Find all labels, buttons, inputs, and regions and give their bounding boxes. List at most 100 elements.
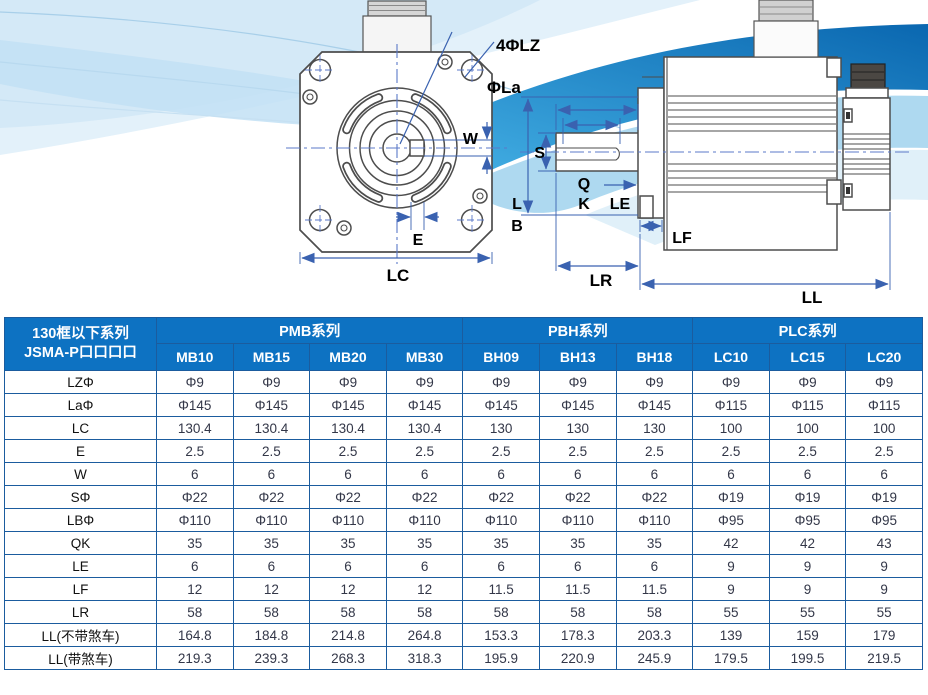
- model-column-header: LC15: [768, 343, 847, 371]
- value-cell: 130.4: [385, 416, 464, 440]
- value-cell: 55: [692, 600, 770, 624]
- value-cell: 2.5: [768, 439, 847, 463]
- value-cell: 268.3: [309, 646, 387, 670]
- value-cell: 164.8: [156, 623, 234, 647]
- value-cell: 184.8: [232, 623, 311, 647]
- value-cell: Φ22: [462, 485, 540, 509]
- value-cell: 35: [615, 531, 694, 555]
- value-cell: 58: [462, 600, 540, 624]
- value-cell: Φ9: [692, 370, 770, 394]
- row-label: QK: [4, 531, 157, 555]
- row-label: LL(带煞车): [4, 646, 157, 670]
- value-cell: 35: [309, 531, 387, 555]
- motor-dimension-drawing: 4ΦLZ ΦLa W E LC: [0, 0, 928, 307]
- value-cell: Φ22: [309, 485, 387, 509]
- value-cell: Φ22: [538, 485, 617, 509]
- value-cell: Φ110: [385, 508, 464, 532]
- value-cell: Φ9: [538, 370, 617, 394]
- dim-label-4philz: 4ΦLZ: [496, 36, 540, 55]
- front-connector-cap: [367, 0, 427, 17]
- value-cell: 2.5: [615, 439, 694, 463]
- value-cell: 35: [232, 531, 311, 555]
- model-column-header: BH09: [462, 343, 540, 371]
- value-cell: Φ22: [615, 485, 694, 509]
- value-cell: 6: [538, 462, 617, 486]
- row-label: LE: [4, 554, 157, 578]
- series-group-plc: PLC系列: [692, 317, 923, 344]
- value-cell: 6: [385, 462, 464, 486]
- row-label: LaΦ: [4, 393, 157, 417]
- value-cell: 178.3: [538, 623, 617, 647]
- value-cell: 264.8: [385, 623, 464, 647]
- motor-body: [663, 56, 838, 251]
- keyway-side: [556, 147, 620, 161]
- row-label: LR: [4, 600, 157, 624]
- encoder-connector: [850, 63, 886, 91]
- dim-label-lc: LC: [387, 266, 410, 285]
- value-cell: 6: [538, 554, 617, 578]
- row-label: LZΦ: [4, 370, 157, 394]
- technical-drawing: 4ΦLZ ΦLa W E LC: [0, 0, 928, 317]
- value-cell: 6: [615, 554, 694, 578]
- value-cell: 195.9: [462, 646, 540, 670]
- value-cell: 9: [845, 577, 923, 601]
- table-row: LZΦ Φ9 Φ9 Φ9 Φ9 Φ9 Φ9 Φ9 Φ9 Φ9 Φ9: [4, 370, 923, 394]
- value-cell: 58: [615, 600, 694, 624]
- value-cell: 11.5: [462, 577, 540, 601]
- value-cell: Φ19: [768, 485, 847, 509]
- dimension-table: 130框以下系列 JSMA-P口口口口 PMB系列 PBH系列 PLC系列 MB…: [4, 317, 923, 670]
- series-group-row: 130框以下系列 JSMA-P口口口口 PMB系列 PBH系列 PLC系列: [4, 317, 923, 371]
- value-cell: 6: [156, 462, 234, 486]
- value-cell: 42: [692, 531, 770, 555]
- value-cell: Φ110: [462, 508, 540, 532]
- value-cell: 6: [385, 554, 464, 578]
- value-cell: 6: [692, 462, 770, 486]
- value-cell: 130: [538, 416, 617, 440]
- value-cell: 130: [615, 416, 694, 440]
- value-cell: 153.3: [462, 623, 540, 647]
- value-cell: 35: [156, 531, 234, 555]
- table-corner-header: 130框以下系列 JSMA-P口口口口: [4, 317, 157, 371]
- table-row: LL(带煞车) 219.3 239.3 268.3 318.3 195.9 220.9 245…: [4, 646, 923, 670]
- table-row: LL(不带煞车) 164.8 184.8 214.8 264.8 153.3 178.3 20…: [4, 623, 923, 647]
- value-cell: 318.3: [385, 646, 464, 670]
- value-cell: 2.5: [845, 439, 923, 463]
- row-label: LC: [4, 416, 157, 440]
- dim-label-k: K: [578, 196, 590, 213]
- value-cell: 100: [692, 416, 770, 440]
- model-column-header: MB30: [385, 343, 464, 371]
- value-cell: Φ9: [309, 370, 387, 394]
- value-cell: 43: [845, 531, 923, 555]
- value-cell: Φ19: [692, 485, 770, 509]
- table-header: 130框以下系列 JSMA-P口口口口 PMB系列 PBH系列 PLC系列 MB…: [4, 317, 923, 371]
- dim-label-l: L: [512, 196, 522, 213]
- value-cell: 6: [768, 462, 847, 486]
- value-cell: Φ145: [156, 393, 234, 417]
- value-cell: Φ110: [232, 508, 311, 532]
- value-cell: 2.5: [692, 439, 770, 463]
- value-cell: 12: [232, 577, 311, 601]
- table-row: QK 35 35 35 35 35 35 35 42 42 43: [4, 531, 923, 555]
- value-cell: 12: [309, 577, 387, 601]
- value-cell: Φ9: [845, 370, 923, 394]
- value-cell: Φ115: [768, 393, 847, 417]
- value-cell: Φ19: [845, 485, 923, 509]
- value-cell: 58: [538, 600, 617, 624]
- model-column-header: MB15: [232, 343, 311, 371]
- dim-label-q: Q: [578, 176, 590, 193]
- row-label: E: [4, 439, 157, 463]
- value-cell: Φ110: [615, 508, 694, 532]
- value-cell: 9: [768, 577, 847, 601]
- table-row: E 2.5 2.5 2.5 2.5 2.5 2.5 2.5 2.5 2.5 2.5: [4, 439, 923, 463]
- spec-table-body: LZΦ Φ9 Φ9 Φ9 Φ9 Φ9 Φ9 Φ9 Φ9 Φ9 Φ9 LaΦ Φ145 Φ145 Φ145 Φ1…: [4, 370, 923, 670]
- value-cell: 6: [232, 462, 311, 486]
- value-cell: Φ9: [385, 370, 464, 394]
- value-cell: 2.5: [232, 439, 311, 463]
- value-cell: 6: [232, 554, 311, 578]
- value-cell: Φ145: [615, 393, 694, 417]
- table-row: SΦ Φ22 Φ22 Φ22 Φ22 Φ22 Φ22 Φ22 Φ19 Φ19 Φ19: [4, 485, 923, 509]
- model-column-header: MB20: [309, 343, 387, 371]
- value-cell: 100: [845, 416, 923, 440]
- value-cell: 6: [309, 462, 387, 486]
